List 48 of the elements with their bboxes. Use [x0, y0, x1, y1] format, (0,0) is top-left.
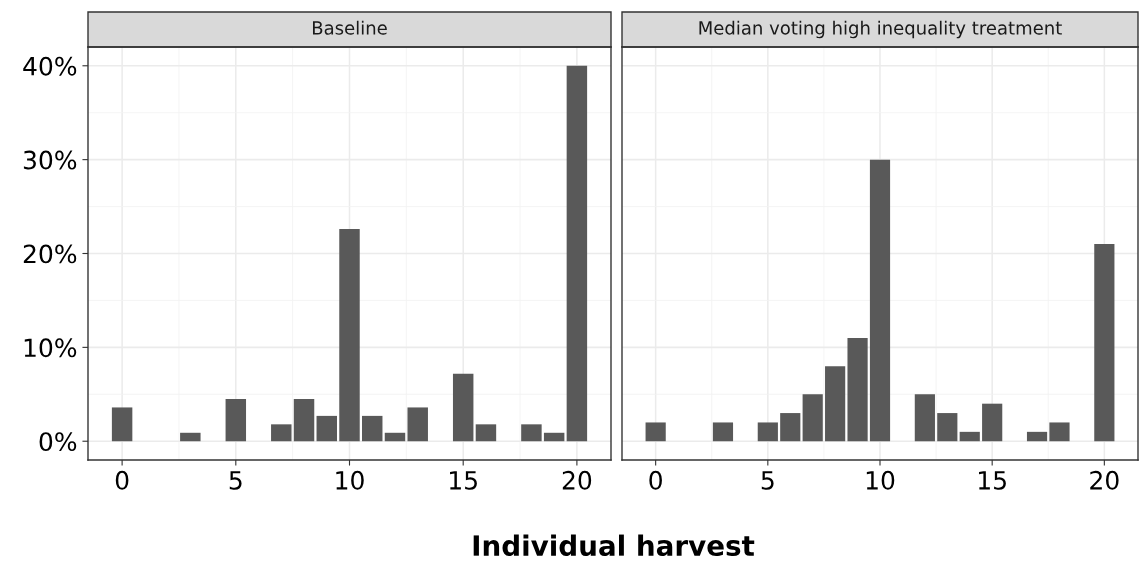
y-tick-label: 40%: [23, 56, 77, 76]
bar: [869, 159, 891, 442]
bar: [339, 229, 360, 442]
bar: [1026, 431, 1048, 442]
bar: [566, 65, 588, 442]
x-tick-label: 20: [562, 470, 592, 490]
bar: [825, 366, 846, 442]
x-axis-title: Individual harvest: [473, 534, 755, 557]
x-tick-label: 15: [979, 471, 1006, 490]
bar: [384, 432, 406, 442]
y-tick-label: 30%: [23, 150, 77, 170]
bar: [452, 373, 474, 442]
x-tick-label: 0: [649, 470, 662, 490]
x-tick-label: 20: [1090, 470, 1119, 490]
x-tick-label: 5: [761, 471, 774, 490]
bar: [802, 394, 823, 442]
bar: [475, 424, 497, 442]
bar: [645, 422, 666, 442]
y-tick-label: 0%: [39, 432, 77, 452]
bar: [914, 394, 935, 442]
bar: [111, 407, 133, 442]
bar: [180, 432, 201, 442]
bar: [293, 398, 315, 442]
bar: [1049, 422, 1070, 442]
bar: [521, 424, 542, 442]
bar: [712, 422, 734, 442]
chart-title: Baseline: [313, 20, 387, 35]
bar: [757, 422, 778, 442]
x-tick-label: 10: [336, 470, 364, 490]
x-tick-label: 10: [866, 470, 895, 490]
bar: [225, 398, 247, 442]
bar: [543, 432, 565, 442]
bar: [1094, 244, 1115, 442]
bar: [982, 403, 1003, 442]
y-tick-label: 10%: [24, 338, 77, 358]
bar: [271, 424, 292, 442]
bar: [316, 415, 337, 442]
x-tick-label: 5: [229, 471, 242, 490]
chart-title: Median voting high inequality treatment: [699, 20, 1062, 39]
y-tick-label: 20%: [23, 244, 77, 264]
bar: [937, 413, 958, 442]
bar: [959, 431, 980, 442]
bar: [362, 415, 383, 442]
x-tick-label: 0: [115, 470, 129, 490]
bar: [847, 337, 868, 442]
bar: [780, 413, 801, 442]
bar: [407, 407, 428, 442]
x-tick-label: 15: [450, 471, 477, 490]
